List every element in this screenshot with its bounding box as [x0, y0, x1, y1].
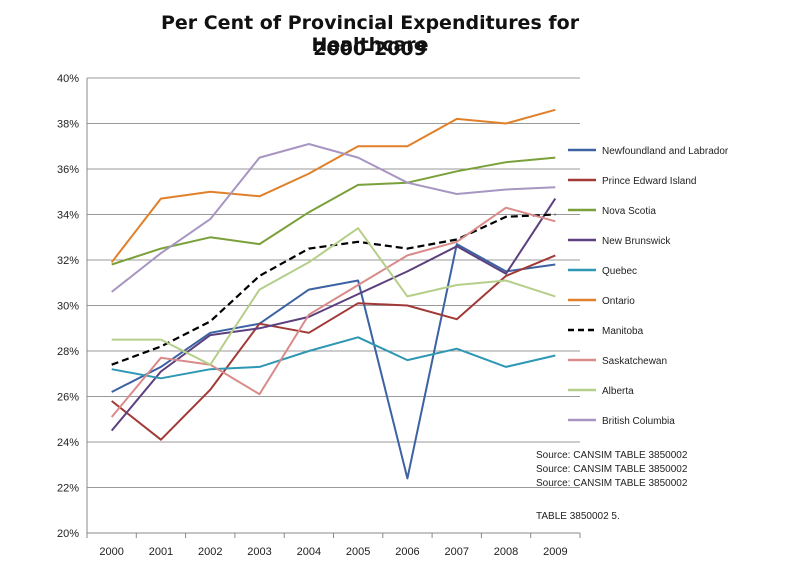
- y-tick-label: 32%: [57, 255, 79, 267]
- source-annotation: TABLE 3850002 5.: [536, 511, 620, 522]
- series-line-prince-edward-island: [111, 254, 556, 441]
- legend-label-british-columbia: British Columbia: [602, 416, 675, 427]
- x-tick-label: 2007: [445, 546, 469, 558]
- x-tick-label: 2006: [395, 546, 419, 558]
- x-tick-label: 2008: [494, 546, 518, 558]
- y-tick-label: 38%: [57, 119, 79, 131]
- series-line-british-columbia: [111, 143, 556, 293]
- legend-label-ontario: Ontario: [602, 296, 635, 307]
- y-tick-label: 26%: [57, 392, 79, 404]
- y-tick-label: 24%: [57, 437, 79, 449]
- y-tick-label: 28%: [57, 346, 79, 358]
- legend-label-quebec: Quebec: [602, 266, 637, 277]
- series-line-manitoba: [111, 213, 556, 366]
- series-line-saskatchewan: [110, 206, 556, 418]
- y-tick-label: 40%: [57, 73, 79, 85]
- x-tick-label: 2001: [149, 546, 173, 558]
- series-line-ontario: [110, 108, 556, 263]
- legend-label-alberta: Alberta: [602, 386, 634, 397]
- series-line-alberta: [111, 227, 556, 366]
- series-line-new-brunswick: [110, 198, 557, 432]
- chart-subtitle: 2000-2009: [313, 38, 427, 60]
- x-tick-label: 2002: [198, 546, 222, 558]
- legend-label-newfoundland-and-labrador: Newfoundland and Labrador: [602, 146, 729, 157]
- x-tick-label: 2004: [297, 546, 321, 558]
- series-line-newfoundland-and-labrador: [111, 243, 556, 480]
- y-tick-label: 34%: [57, 210, 79, 222]
- y-tick-label: 36%: [57, 164, 79, 176]
- x-tick-label: 2000: [99, 546, 123, 558]
- series-line-nova-scotia: [111, 156, 556, 266]
- y-tick-label: 22%: [57, 483, 79, 495]
- x-tick-label: 2003: [247, 546, 271, 558]
- legend-label-nova-scotia: Nova Scotia: [602, 206, 656, 217]
- x-tick-label: 2009: [543, 546, 567, 558]
- y-tick-label: 30%: [57, 301, 79, 313]
- legend-label-saskatchewan: Saskatchewan: [602, 356, 667, 367]
- series-line-quebec: [111, 336, 556, 380]
- y-tick-label: 20%: [57, 528, 79, 540]
- source-annotation: Source: CANSIM TABLE 3850002: [536, 450, 688, 461]
- legend-label-prince-edward-island: Prince Edward Island: [602, 176, 697, 187]
- source-annotation: Source: CANSIM TABLE 3850002: [536, 464, 688, 475]
- x-tick-label: 2005: [346, 546, 370, 558]
- legend-label-manitoba: Manitoba: [602, 326, 644, 337]
- source-annotation: Source: CANSIM TABLE 3850002: [536, 478, 688, 489]
- chart-title: Per Cent of Provincial Expenditures for …: [160, 12, 580, 56]
- legend-label-new-brunswick: New Brunswick: [602, 236, 671, 247]
